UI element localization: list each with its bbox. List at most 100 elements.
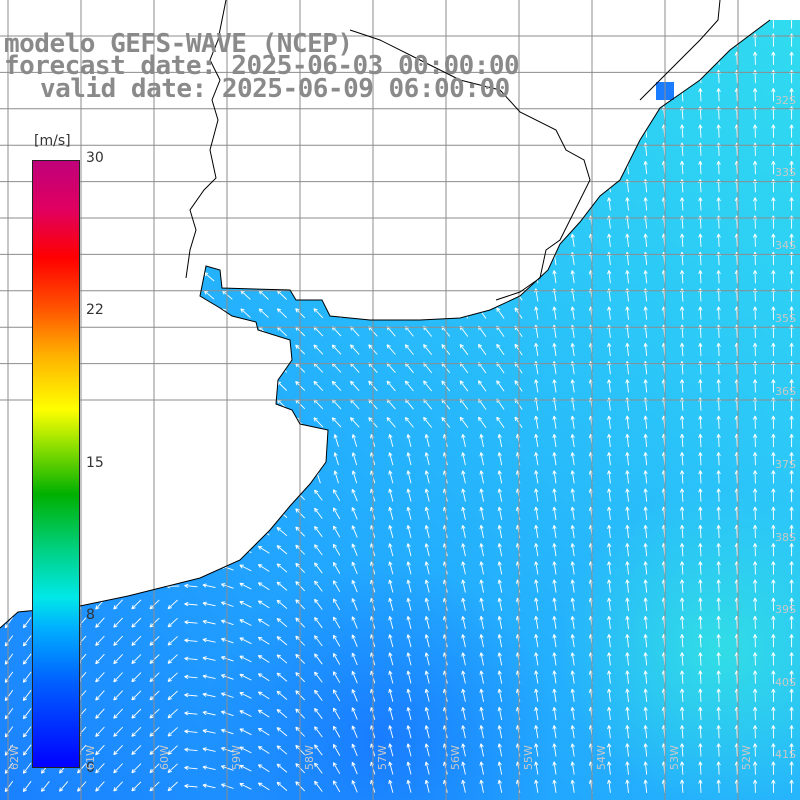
wind-arrow-icon: [789, 470, 794, 484]
wind-arrow-icon: [258, 399, 269, 409]
wind-arrow-icon: [479, 743, 484, 757]
wind-arrow-icon: [789, 670, 794, 684]
wind-arrow-icon: [716, 306, 721, 320]
wind-arrow-icon: [534, 488, 539, 502]
wind-arrow-icon: [404, 34, 414, 46]
wind-arrow-icon: [258, 162, 269, 173]
wind-arrow-icon: [698, 470, 703, 484]
wind-arrow-icon: [643, 160, 648, 175]
wind-arrow-icon: [643, 452, 648, 466]
wind-arrow-icon: [167, 308, 179, 318]
wind-arrow-icon: [167, 163, 179, 173]
wind-arrow-icon: [752, 543, 758, 557]
wind-arrow-icon: [240, 253, 251, 264]
wind-arrow-icon: [166, 529, 180, 534]
colorbar-tick-0: 0: [86, 760, 95, 776]
wind-arrow-icon: [461, 434, 466, 447]
wind-arrow-icon: [149, 635, 160, 646]
wind-arrow-icon: [771, 270, 776, 284]
wind-arrow-icon: [149, 617, 160, 628]
colorbar-tick-22: 22: [86, 302, 104, 318]
wind-arrow-icon: [167, 690, 178, 701]
wind-arrow-icon: [167, 708, 178, 719]
wind-arrow-icon: [789, 652, 794, 666]
colorbar-tick-30: 30: [86, 150, 104, 166]
wind-arrow-icon: [752, 652, 758, 666]
wind-arrow-icon: [314, 653, 323, 665]
wind-arrow-icon: [242, 434, 249, 447]
wind-arrow-icon: [752, 51, 758, 65]
wind-arrow-icon: [497, 543, 503, 557]
wind-arrow-icon: [185, 399, 197, 409]
wind-arrow-icon: [570, 379, 575, 393]
wind-arrow-icon: [260, 452, 267, 466]
wind-arrow-icon: [698, 270, 703, 284]
wind-arrow-icon: [184, 747, 198, 752]
wind-arrow-icon: [349, 271, 360, 282]
wind-arrow-icon: [771, 761, 776, 775]
wind-arrow-icon: [534, 88, 539, 102]
wind-arrow-icon: [479, 433, 484, 448]
wind-arrow-icon: [789, 270, 794, 284]
wind-arrow-icon: [496, 234, 505, 246]
wind-arrow-icon: [149, 290, 160, 300]
wind-arrow-icon: [314, 507, 323, 519]
wind-arrow-icon: [423, 344, 433, 355]
wind-arrow-icon: [404, 289, 414, 301]
wind-arrow-icon: [313, 344, 324, 355]
wind-arrow-icon: [497, 779, 503, 793]
wind-arrow-icon: [203, 381, 215, 391]
wind-arrow-icon: [206, 470, 213, 484]
wind-arrow-icon: [112, 217, 124, 227]
wind-arrow-icon: [112, 20, 124, 27]
wind-arrow-icon: [406, 707, 412, 721]
wind-arrow-icon: [479, 543, 484, 557]
wind-arrow-icon: [771, 415, 776, 429]
wind-arrow-icon: [698, 124, 703, 138]
wind-arrow-icon: [789, 761, 794, 775]
wind-arrow-icon: [570, 561, 575, 575]
wind-arrow-icon: [203, 199, 215, 209]
wind-arrow-icon: [203, 399, 215, 409]
wind-arrow-icon: [771, 670, 776, 684]
wind-arrow-icon: [94, 418, 106, 427]
wind-arrow-icon: [239, 491, 252, 499]
wind-arrow-icon: [388, 779, 394, 793]
wind-arrow-icon: [203, 235, 215, 245]
wind-arrow-icon: [607, 561, 612, 575]
wind-arrow-icon: [331, 198, 342, 210]
wind-arrow-icon: [351, 652, 358, 666]
wind-arrow-icon: [477, 198, 487, 210]
wind-arrow-icon: [423, 253, 433, 264]
wind-arrow-icon: [332, 780, 341, 793]
wind-arrow-icon: [496, 125, 505, 137]
wind-arrow-icon: [147, 493, 162, 498]
wind-arrow-icon: [404, 416, 414, 428]
wind-arrow-icon: [716, 579, 721, 593]
wind-arrow-icon: [94, 327, 106, 336]
wind-arrow-icon: [332, 489, 341, 502]
wind-arrow-icon: [679, 306, 685, 320]
wind-arrow-icon: [112, 418, 124, 427]
wind-arrow-icon: [534, 452, 539, 466]
wind-arrow-icon: [716, 688, 721, 702]
wind-arrow-icon: [167, 199, 179, 209]
wind-arrow-icon: [202, 747, 216, 752]
wind-arrow-icon: [113, 617, 124, 628]
wind-arrow-icon: [185, 381, 197, 391]
wind-arrow-icon: [424, 634, 430, 648]
wind-arrow-icon: [643, 197, 648, 211]
wind-arrow-icon: [314, 780, 323, 792]
wind-arrow-icon: [459, 107, 469, 119]
wind-arrow-icon: [643, 597, 648, 611]
wind-arrow-icon: [167, 290, 179, 300]
wind-arrow-icon: [752, 488, 758, 502]
wind-arrow-icon: [534, 160, 539, 175]
wind-arrow-icon: [625, 452, 630, 466]
wind-arrow-icon: [552, 761, 557, 775]
wind-arrow-icon: [112, 399, 124, 409]
wind-arrow-icon: [386, 235, 396, 246]
wind-arrow-icon: [386, 180, 396, 191]
wind-arrow-icon: [716, 124, 721, 138]
wind-arrow-icon: [185, 417, 197, 427]
